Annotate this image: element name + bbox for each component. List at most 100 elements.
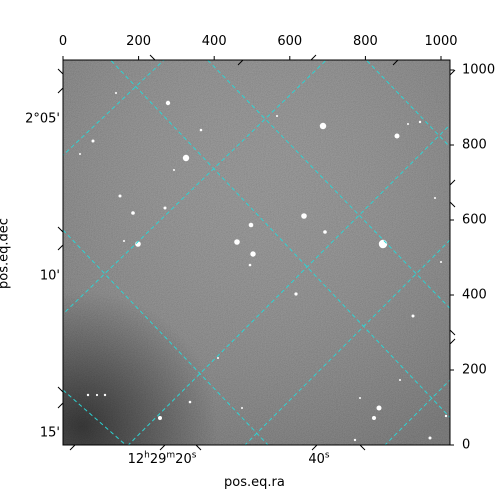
axis-ticks [57,54,456,451]
star [163,206,167,210]
star [115,92,117,94]
world-tick-mark [310,54,317,61]
star [399,379,401,381]
world-tick-mark [311,444,318,451]
dec-tick-label: 2°05' [25,113,60,126]
star [103,393,107,397]
star [428,436,432,440]
star [91,139,95,143]
star [248,263,252,267]
right-tick-label: 0 [462,437,471,453]
star [234,239,240,245]
plot-frame [62,59,451,446]
world-tick-mark [57,244,64,251]
grid-line [244,239,450,445]
x-axis-title: pos.eq.ra [224,475,285,490]
grid-line [63,389,127,445]
star [248,222,254,228]
world-tick-mark [359,444,366,451]
star [359,397,361,399]
star [353,438,357,442]
star [217,357,219,359]
world-tick-mark [57,386,64,393]
world-tick-mark [449,329,456,336]
star [418,120,422,124]
world-tick-mark [449,201,456,208]
star-field [79,92,448,442]
world-tick-mark [195,444,202,451]
ra-tick-seconds: 40 [308,452,325,467]
grid-line [127,124,450,445]
right-tick-label: 800 [462,137,487,153]
star [165,100,171,106]
top-tick-label: 400 [201,34,227,49]
dec-tick-minutes: 10' [39,268,60,284]
star [323,230,327,234]
star [123,240,125,242]
world-tick-mark [57,226,64,233]
sky-image [63,60,450,445]
world-tick-mark [57,402,64,409]
world-tick-mark [449,69,456,76]
dec-tick-label: 15' [40,427,60,440]
star [158,416,162,420]
star [407,123,409,125]
star [182,154,190,162]
world-tick-mark [237,59,244,66]
world-tick-mark [449,179,456,186]
right-tick-label: 400 [462,287,487,303]
dec-tick-minutes: 05' [39,111,60,127]
grid-line [63,229,269,445]
ra-tick-label: 40s [308,450,330,467]
star [95,393,99,397]
ra-tick-minutes: 29 [149,452,167,467]
star [188,400,192,404]
dec-tick-minutes: 15' [39,425,60,441]
ra-tick-seconds: 20 [175,452,192,467]
top-tick-label: 200 [126,34,152,49]
star [444,414,448,418]
y-axis-title: pos.eq.dec [0,218,12,289]
grid-line [384,379,450,445]
dec-tick-label: 10' [40,270,60,283]
world-tick-mark [449,338,456,345]
star [118,194,122,198]
star [79,153,81,155]
top-tick-label: 800 [352,34,378,49]
world-tick-mark [57,68,64,75]
star [250,251,256,257]
star [411,314,415,318]
star [440,261,442,263]
ra-tick-label: 12h29m20s [127,450,197,467]
star [276,115,278,117]
star [376,405,382,411]
grid-line [63,60,165,156]
world-tick-mark [69,444,76,451]
star [301,213,307,219]
grid-line [63,60,328,315]
star [173,169,175,171]
world-tick-mark [149,54,156,61]
star [241,407,243,409]
top-tick-label: 0 [58,34,68,49]
top-tick-label: 600 [277,34,303,49]
world-tick-mark [392,59,399,66]
star [319,122,327,130]
star [294,292,298,296]
right-tick-label: 1000 [462,62,496,78]
right-tick-label: 600 [462,212,487,228]
star [372,416,376,420]
star [131,211,135,215]
star [378,239,388,249]
world-tick-mark [159,444,166,451]
star [86,393,90,397]
star [434,197,436,199]
world-tick-mark [57,87,64,94]
coordinate-grid [63,60,450,445]
star [394,133,400,139]
grid-line [109,60,450,419]
star [199,128,203,132]
ra-tick-hours: 12 [127,452,145,467]
